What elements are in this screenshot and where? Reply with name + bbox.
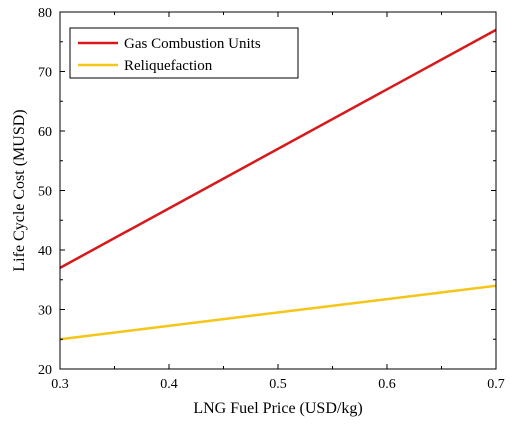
y-tick-label: 70 — [38, 66, 52, 81]
x-tick-label: 0.6 — [378, 377, 396, 392]
x-tick-label: 0.7 — [487, 377, 505, 392]
x-axis-title: LNG Fuel Price (USD/kg) — [193, 400, 362, 417]
y-tick-label: 20 — [38, 363, 52, 378]
y-tick-label: 80 — [38, 6, 52, 21]
y-axis-ticks: 20 30 40 50 60 70 80 — [38, 6, 496, 378]
legend-box — [69, 27, 299, 79]
y-tick-label: 30 — [38, 304, 52, 319]
legend: Gas Combustion Units Reliquefaction — [69, 27, 299, 79]
y-tick-label: 60 — [38, 125, 52, 140]
y-tick-label: 40 — [38, 244, 52, 259]
legend-label-1: Gas Combustion Units — [124, 36, 261, 52]
x-tick-label: 0.3 — [51, 377, 69, 392]
y-tick-label: 50 — [38, 185, 52, 200]
x-tick-label: 0.5 — [269, 377, 287, 392]
series-line-1 — [59, 28, 497, 269]
legend-label-2: Reliquefaction — [124, 58, 213, 74]
x-axis-ticks: 0.3 0.4 0.5 0.6 0.7 — [51, 12, 505, 392]
series-line-2 — [59, 284, 497, 341]
series-layer — [59, 28, 497, 341]
y-axis-title: Life Cycle Cost (MUSD) — [11, 109, 28, 271]
x-tick-label: 0.4 — [160, 377, 178, 392]
